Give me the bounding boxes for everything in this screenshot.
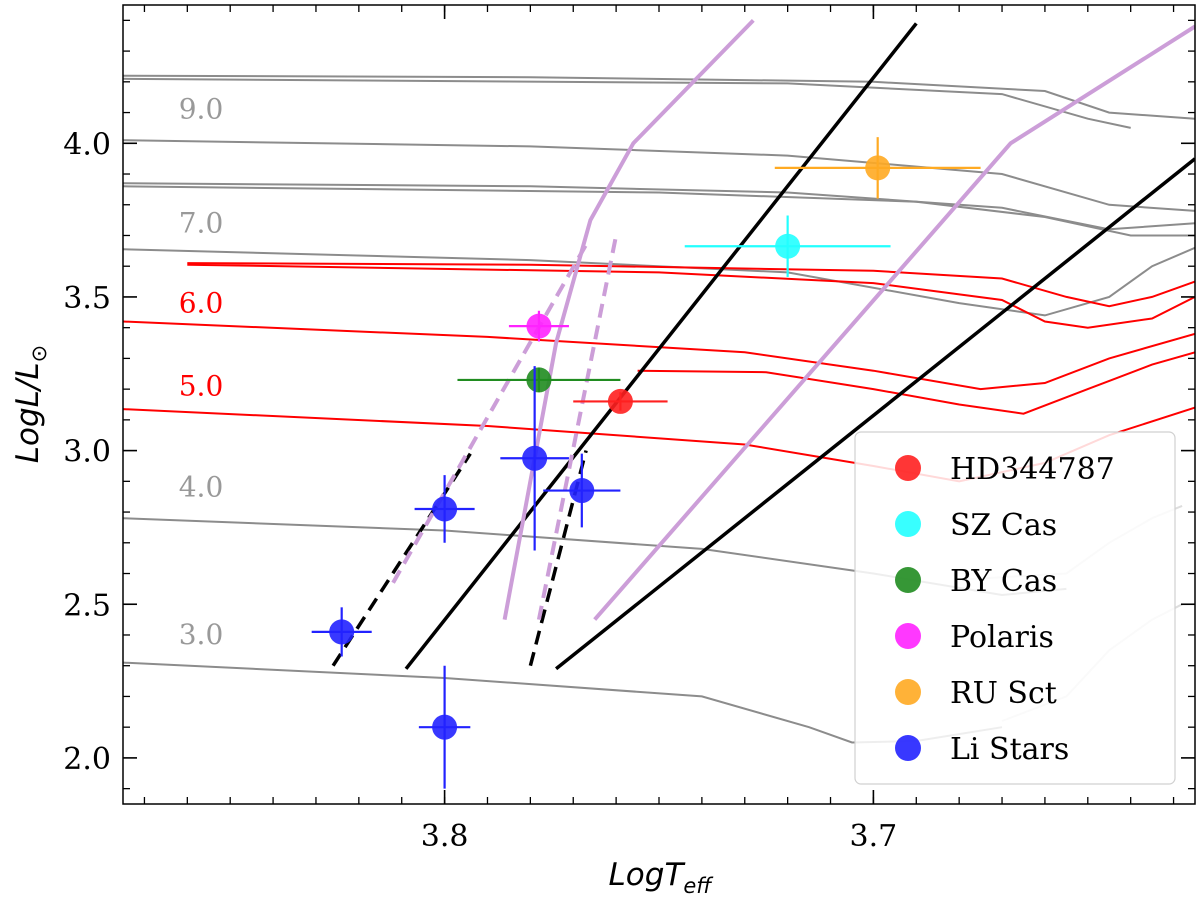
li-stars-point — [329, 619, 354, 644]
legend-label-hd344787: HD344787 — [950, 452, 1115, 487]
x-axis-title-main: LogT — [609, 857, 686, 893]
track-7-5 — [123, 186, 1195, 235]
legend-label-li-stars: Li Stars — [950, 732, 1069, 767]
legend-marker-li-stars — [895, 735, 921, 761]
hr-diagram-chart: 9.0 7.0 6.0 5.0 4.0 3.0 3.8 3.7 2.0 2.5 3.0 3.5 4.0… — [0, 0, 1200, 898]
polaris-point — [526, 314, 551, 339]
li-stars-point — [432, 496, 457, 521]
track-7-5 — [123, 183, 1195, 229]
sz-cas-point — [775, 234, 800, 259]
x-tick-label: 3.7 — [850, 819, 898, 854]
legend-marker-by-cas — [895, 567, 921, 593]
li-stars-point — [432, 715, 457, 740]
mass-label: 5.0 — [179, 369, 224, 402]
strip-line — [539, 236, 616, 620]
ru-sct-point — [865, 155, 890, 180]
strip-line — [406, 23, 916, 668]
y-tick-label: 4.0 — [63, 127, 111, 162]
y-tick-label: 2.0 — [63, 742, 111, 777]
legend: HD344787 SZ Cas BY Cas Polaris RU Sct Li Star… — [855, 432, 1175, 784]
mass-label: 7.0 — [179, 206, 224, 239]
legend-marker-ru-sct — [895, 679, 921, 705]
x-axis-title-subscript: eff — [683, 874, 714, 898]
track-6-0 — [187, 263, 1195, 306]
track-7-0 — [123, 248, 1195, 316]
y-tick-label: 3.0 — [63, 435, 111, 470]
track-6-0 — [187, 265, 1195, 328]
by-cas-point — [526, 367, 551, 392]
legend-label-by-cas: BY Cas — [950, 564, 1057, 599]
mass-labels: 9.0 7.0 6.0 5.0 4.0 3.0 — [179, 93, 224, 651]
hd344787-point — [608, 389, 633, 414]
mass-label: 4.0 — [179, 471, 224, 504]
y-tick-label: 3.5 — [63, 281, 111, 316]
x-tick-label: 3.8 — [421, 819, 469, 854]
li-stars-point — [569, 478, 594, 503]
legend-marker-hd344787 — [895, 455, 921, 481]
legend-marker-sz-cas — [895, 511, 921, 537]
legend-label-polaris: Polaris — [950, 620, 1054, 655]
legend-label-ru-sct: RU Sct — [950, 676, 1057, 711]
mass-label: 3.0 — [179, 618, 224, 651]
legend-marker-polaris — [895, 623, 921, 649]
track-8-0 — [123, 140, 1195, 211]
y-axis-title: LogL/L⊙ — [10, 345, 51, 464]
li-stars-point — [522, 446, 547, 471]
track-9-0 — [123, 79, 1131, 128]
mass-label: 6.0 — [179, 286, 224, 319]
mass-label: 9.0 — [179, 93, 224, 126]
y-axis-title-main: LogL/L — [10, 362, 46, 463]
legend-label-sz-cas: SZ Cas — [950, 508, 1057, 543]
track-5-5 — [123, 322, 1195, 390]
y-tick-label: 2.5 — [63, 588, 111, 623]
y-axis-title-subscript: ⊙ — [27, 345, 51, 363]
x-axis-title: LogTeff — [609, 857, 715, 898]
